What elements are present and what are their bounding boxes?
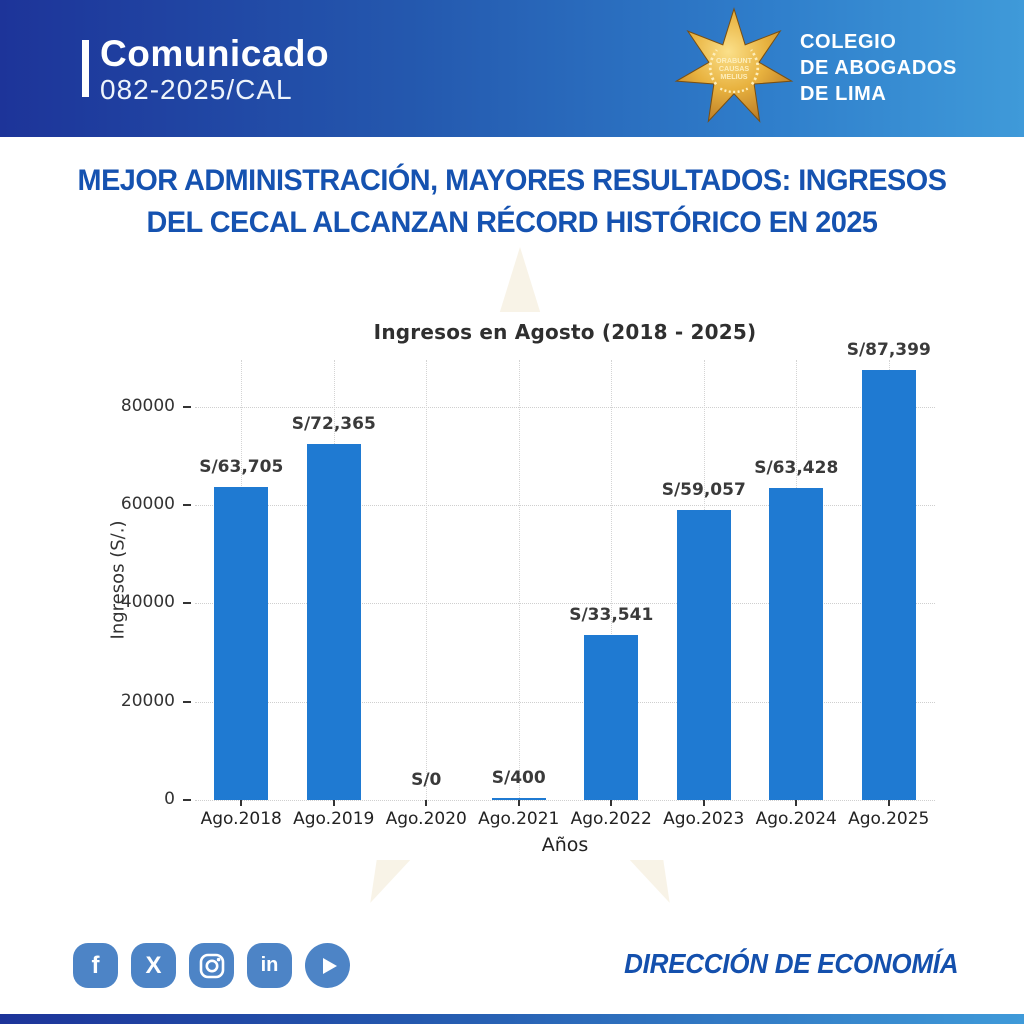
grid-line-horizontal	[195, 701, 935, 703]
y-tick-mark	[183, 602, 191, 605]
y-axis-title: Ingresos (S/.)	[107, 520, 129, 640]
logo-motto-line: CAUSAS	[719, 64, 750, 73]
bar-value-label: S/59,057	[661, 480, 746, 500]
org-name-line: DE LIMA	[800, 83, 887, 105]
department-signature: DIRECCIÓN DE ECONOMÍA	[623, 948, 958, 979]
x-tick-mark	[425, 800, 428, 806]
x-icon[interactable]: X	[131, 943, 176, 988]
y-tick-mark	[183, 799, 191, 801]
x-tick-mark	[702, 800, 705, 806]
bottom-accent-bar	[0, 1014, 1024, 1024]
cal-star-logo: ORABUNT CAUSAS MELIUS	[674, 7, 794, 123]
x-tick-mark	[795, 800, 798, 806]
org-name-line: DE ABOGADOS	[800, 57, 957, 79]
bar-chart: Ingresos en Agosto (2018 - 2025) Ingreso…	[90, 312, 985, 860]
logo-motto-line: ORABUNT	[716, 56, 753, 65]
chart-bar	[214, 487, 269, 800]
y-tick-label: 60000	[120, 494, 175, 515]
grid-line-horizontal	[195, 603, 935, 605]
communique-kicker: Comunicado	[100, 33, 330, 74]
grid-line-vertical	[426, 360, 428, 800]
bar-value-label: S/87,399	[846, 340, 931, 360]
chart-bar	[676, 510, 731, 800]
grid-line-horizontal	[195, 505, 935, 507]
x-tick-label: Ago.2023	[663, 809, 745, 829]
x-tick-mark	[517, 800, 520, 806]
y-tick-mark	[183, 405, 191, 408]
y-tick-label: 0	[164, 789, 175, 809]
x-tick-label: Ago.2025	[848, 809, 930, 829]
x-tick-label: Ago.2022	[570, 809, 652, 829]
grid-line-vertical	[611, 360, 613, 800]
bar-value-label: S/0	[411, 770, 442, 790]
x-tick-mark	[887, 800, 890, 806]
communique-number: 082-2025/CAL	[100, 74, 293, 105]
y-tick-mark	[183, 700, 191, 703]
grid-line-horizontal	[195, 800, 935, 801]
grid-line-horizontal	[195, 406, 935, 408]
chart-bar	[861, 370, 916, 800]
instagram-icon[interactable]	[189, 943, 234, 988]
y-tick-label: 20000	[120, 690, 175, 711]
x-tick-label: Ago.2024	[755, 809, 837, 829]
x-tick-label: Ago.2019	[293, 809, 375, 829]
chart-bar	[769, 488, 824, 800]
bar-value-label: S/63,705	[199, 457, 284, 477]
logo-motto-line: MELIUS	[720, 72, 747, 81]
x-tick-mark	[332, 800, 335, 806]
org-name: COLEGIO DE ABOGADOS DE LIMA	[800, 29, 957, 107]
kicker-accent-bar	[82, 40, 89, 97]
x-axis-title: Años	[541, 834, 589, 856]
x-tick-label: Ago.2020	[385, 809, 467, 829]
chart-bar	[306, 444, 361, 800]
bar-value-label: S/33,541	[569, 605, 654, 625]
x-tick-mark	[240, 800, 243, 806]
bar-value-label: S/72,365	[291, 414, 376, 434]
page-title-line: MEJOR ADMINISTRACIÓN, MAYORES RESULTADOS…	[77, 164, 947, 197]
bar-value-label: S/400	[491, 768, 546, 788]
x-tick-mark	[610, 800, 613, 806]
page-title: MEJOR ADMINISTRACIÓN, MAYORES RESULTADOS…	[20, 160, 1003, 244]
y-tick-mark	[183, 504, 191, 507]
facebook-icon[interactable]: f	[73, 943, 118, 988]
page-title-line: DEL CECAL ALCANZAN RÉCORD HISTÓRICO EN 2…	[146, 206, 878, 239]
social-icons-row: f X in	[73, 943, 350, 988]
grid-line-vertical	[518, 360, 520, 800]
y-tick-label: 40000	[120, 592, 175, 613]
header-banner: Comunicado 082-2025/CAL ORABUNT CAUSAS M…	[0, 0, 1024, 137]
x-tick-label: Ago.2021	[478, 809, 560, 829]
chart-bar	[491, 798, 546, 800]
linkedin-icon[interactable]: in	[247, 943, 292, 988]
x-tick-label: Ago.2018	[200, 809, 282, 829]
bar-value-label: S/63,428	[754, 458, 839, 478]
org-name-line: COLEGIO	[800, 31, 897, 53]
chart-bar	[584, 635, 639, 800]
chart-title: Ingresos en Agosto (2018 - 2025)	[373, 320, 757, 344]
y-tick-label: 80000	[120, 395, 175, 416]
play-icon[interactable]	[305, 943, 350, 988]
